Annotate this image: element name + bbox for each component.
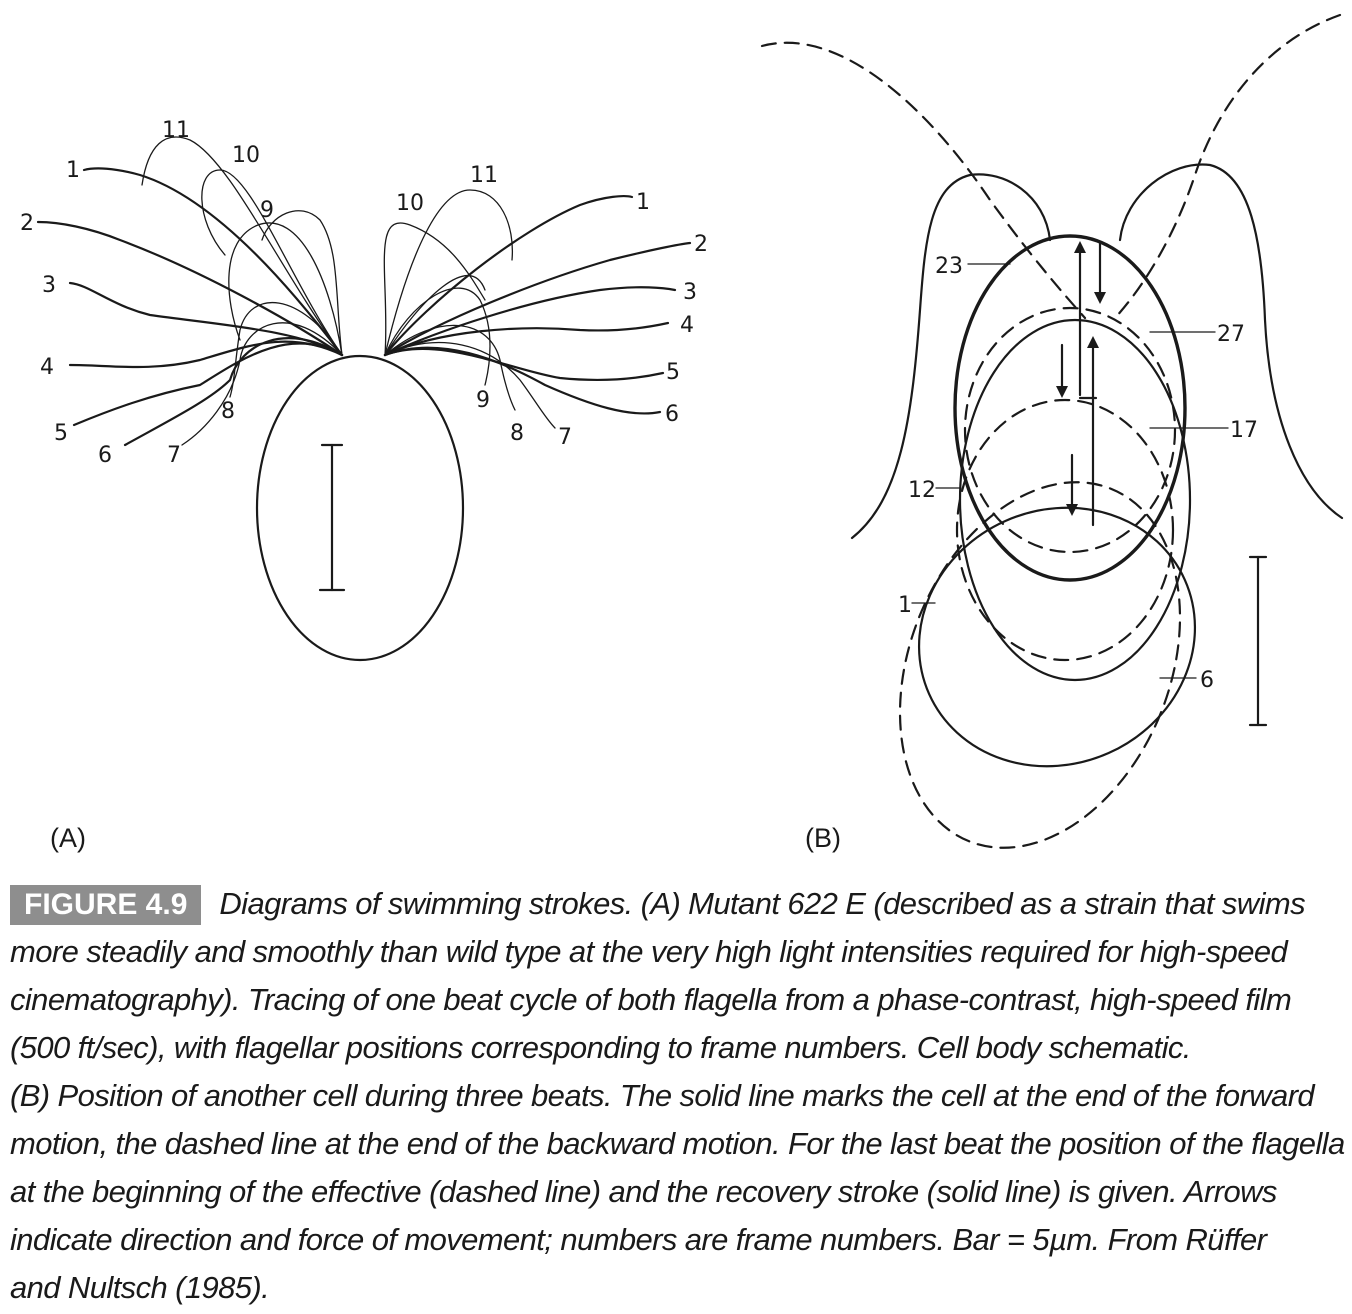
figure-number-badge: FIGURE 4.9 [10, 885, 202, 925]
left-frame-label: 9 [260, 198, 274, 223]
caption-line: FIGURE 4.9 Diagrams of swimming strokes. … [10, 880, 1345, 928]
caption-line: and Nultsch (1985). [10, 1270, 270, 1305]
figure-caption: FIGURE 4.9 Diagrams of swimming strokes. … [10, 880, 1345, 1312]
cell-position-23 [953, 234, 1187, 582]
right-frame-label: 10 [396, 191, 424, 216]
right-frame-label: 2 [694, 232, 708, 257]
right-frame-label: 5 [666, 360, 680, 385]
caption-line: motion, the dashed line at the end of th… [10, 1126, 1345, 1161]
left-frame-label: 1 [66, 158, 80, 183]
left-frame-label: 7 [167, 443, 181, 468]
cell-position-1 [917, 506, 1197, 768]
caption-line: indicate direction and force of movement… [10, 1222, 1267, 1257]
cell-position-6 [898, 481, 1182, 849]
right-frame-label: 11 [470, 163, 498, 188]
left-flagellum-traces [36, 136, 344, 447]
caption-line: more steadily and smoothly than wild typ… [10, 934, 1288, 969]
frame-label-1: 1 [898, 593, 912, 618]
panel-label-b: (B) [805, 823, 841, 853]
frame-label-17: 17 [1230, 418, 1258, 443]
flagellum-dashed-left [760, 41, 1087, 320]
left-frame-labels: 1 2 3 4 5 6 7 8 9 10 11 [20, 118, 274, 468]
frame-label-12: 12 [908, 478, 936, 503]
motion-arrows [1056, 240, 1106, 527]
left-frame-label: 5 [54, 421, 68, 446]
right-frame-label: 6 [665, 402, 679, 427]
right-frame-label: 7 [558, 425, 572, 450]
right-frame-label: 4 [680, 313, 694, 338]
label-leaders [911, 263, 1229, 679]
left-frame-label: 2 [20, 211, 34, 236]
left-frame-label: 4 [40, 355, 54, 380]
panel-a: 1 2 3 4 5 6 7 8 9 10 11 1 2 3 4 5 6 7 8 … [20, 118, 708, 662]
caption-line: (500 ft/sec), with flagellar positions c… [10, 1030, 1191, 1065]
right-flagellum-traces [383, 189, 692, 429]
right-frame-labels: 1 2 3 4 5 6 7 8 9 10 11 [396, 163, 708, 450]
frame-label-27: 27 [1217, 322, 1245, 347]
caption-text: Diagrams of swimming strokes. (A) Mutant… [219, 886, 1305, 921]
flagellum-solid-left [850, 173, 1052, 540]
caption-line: (B) Position of another cell during thre… [10, 1078, 1315, 1113]
figure-diagram: 1 2 3 4 5 6 7 8 9 10 11 1 2 3 4 5 6 7 8 … [20, 13, 1344, 849]
left-frame-label: 8 [221, 399, 235, 424]
flagellum-dashed-right [1113, 13, 1342, 320]
scale-bar-b [1248, 555, 1268, 727]
right-frame-label: 3 [683, 280, 697, 305]
flagellum-solid-right [1118, 163, 1344, 520]
left-frame-label: 6 [98, 443, 112, 468]
scale-bar-a [318, 443, 346, 592]
cell-position-27 [963, 306, 1177, 554]
frame-label-23: 23 [935, 254, 963, 279]
left-frame-label: 3 [42, 273, 56, 298]
frame-label-6: 6 [1200, 668, 1214, 693]
right-frame-label: 1 [636, 190, 650, 215]
left-frame-label: 11 [162, 118, 190, 143]
cell-position-12 [955, 398, 1175, 662]
panel-b: 23 27 17 12 1 6 [760, 13, 1344, 849]
right-frame-label: 8 [510, 421, 524, 446]
left-frame-label: 10 [232, 143, 260, 168]
caption-line: cinematography). Tracing of one beat cyc… [10, 982, 1292, 1017]
cell-body [255, 354, 465, 662]
panel-label-a: (A) [50, 823, 86, 853]
caption-line: at the beginning of the effective (dashe… [10, 1174, 1277, 1209]
right-frame-label: 9 [476, 388, 490, 413]
